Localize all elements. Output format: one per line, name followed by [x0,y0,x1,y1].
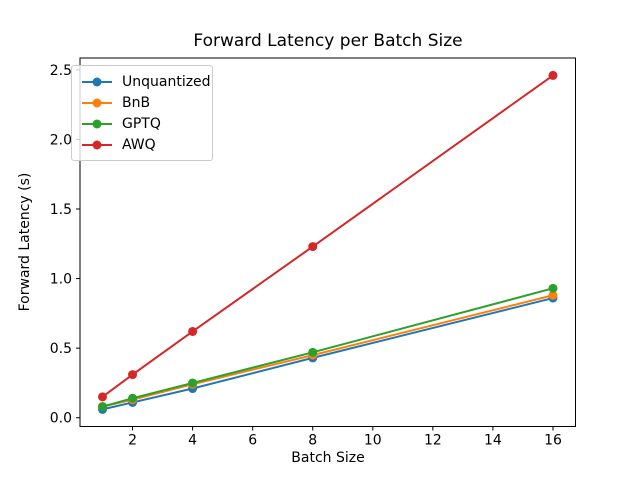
legend-line-marker-icon [82,98,112,107]
y-tick-label: 2.0 [50,132,72,148]
data-point-bnb [548,290,558,300]
legend-label-gptq: GPTQ [122,115,161,132]
y-axis-label: Forward Latency (s) [17,172,33,312]
legend-item-awq: AWQ [80,134,204,155]
legend: Unquantized BnB GPTQ AWQ [71,65,213,161]
x-tick-label: 2 [128,433,137,449]
legend-label-unquantized: Unquantized [122,73,211,90]
data-point-gptq [128,393,138,403]
series-line-unquantized [102,297,554,411]
x-axis-label: Batch Size [291,450,365,466]
axes-spines [79,57,576,427]
data-point-awq [188,326,198,336]
y-tick-label: 1.5 [50,202,72,218]
legend-label-awq: AWQ [122,136,156,153]
data-point-gptq [98,402,108,412]
chart-title: Forward Latency per Batch Size [193,31,463,51]
x-tick-label: 12 [424,433,442,449]
data-point-awq [128,370,138,380]
y-tick-label: 1.0 [50,272,72,288]
legend-line-marker-icon [82,77,112,86]
x-tick-label: 6 [248,433,257,449]
x-tick-label: 10 [364,433,382,449]
data-point-awq [548,70,558,80]
legend-label-bnb: BnB [122,94,151,111]
data-point-gptq [188,378,198,388]
legend-sample-marker [92,119,102,128]
legend-line-marker-icon [82,140,112,149]
data-point-gptq [548,283,558,293]
legend-sample-marker [92,98,102,107]
x-tick-label: 4 [188,433,197,449]
data-point-awq [308,242,318,252]
legend-sample-marker [92,77,102,86]
y-tick-label: 2.5 [50,63,72,79]
legend-item-unquantized: Unquantized [80,71,211,92]
series-line-bnb [102,294,554,408]
legend-item-gptq: GPTQ [80,113,204,134]
x-tick-label: 14 [484,433,502,449]
data-point-awq [98,392,108,402]
x-tick-label: 8 [308,433,317,449]
legend-sample-marker [92,140,102,149]
y-tick-label: 0.0 [50,411,72,427]
legend-item-bnb: BnB [80,92,204,113]
x-tick-label: 16 [544,433,562,449]
legend-line-marker-icon [82,119,112,128]
y-tick-label: 0.5 [50,341,72,357]
data-point-gptq [308,347,318,357]
